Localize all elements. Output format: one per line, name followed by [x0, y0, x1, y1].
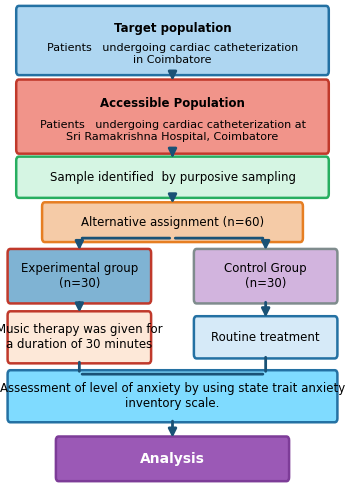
Text: Routine treatment: Routine treatment — [211, 331, 320, 344]
FancyBboxPatch shape — [8, 249, 151, 303]
FancyBboxPatch shape — [8, 311, 151, 363]
FancyBboxPatch shape — [56, 436, 289, 481]
FancyBboxPatch shape — [42, 202, 303, 242]
Text: Analysis: Analysis — [140, 452, 205, 466]
Text: Patients   undergoing cardiac catheterization
in Coimbatore: Patients undergoing cardiac catheterizat… — [47, 43, 298, 65]
Text: Experimental group
(n=30): Experimental group (n=30) — [21, 262, 138, 290]
Text: Target population: Target population — [114, 22, 231, 35]
Text: Accessible Population: Accessible Population — [100, 97, 245, 110]
Text: Assessment of level of anxiety by using state trait anxiety
inventory scale.: Assessment of level of anxiety by using … — [0, 382, 345, 410]
FancyBboxPatch shape — [8, 370, 337, 422]
FancyBboxPatch shape — [16, 6, 329, 75]
Text: Alternative assignment (n=60): Alternative assignment (n=60) — [81, 216, 264, 229]
Text: Sample identified  by purposive sampling: Sample identified by purposive sampling — [49, 171, 296, 184]
Text: Control Group
(n=30): Control Group (n=30) — [224, 262, 307, 290]
Text: Music therapy was given for
a duration of 30 minutes: Music therapy was given for a duration o… — [0, 323, 162, 352]
Text: Patients   undergoing cardiac catheterization at
Sri Ramakrishna Hospital, Coimb: Patients undergoing cardiac catheterizat… — [39, 120, 306, 142]
FancyBboxPatch shape — [194, 249, 337, 303]
FancyBboxPatch shape — [16, 157, 329, 198]
FancyBboxPatch shape — [16, 80, 329, 154]
FancyBboxPatch shape — [194, 316, 337, 358]
